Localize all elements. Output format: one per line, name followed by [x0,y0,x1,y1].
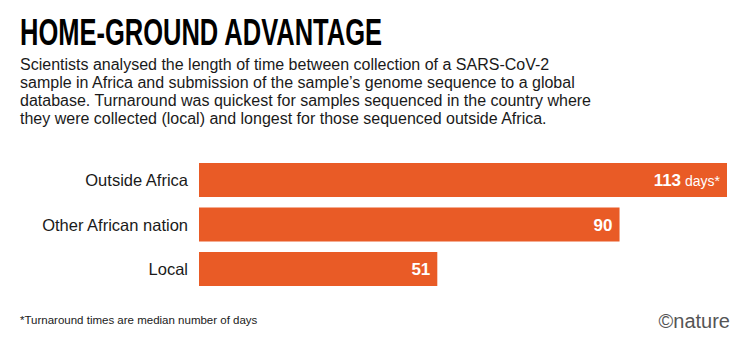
footnote: *Turnaround times are median number of d… [20,314,258,326]
credit: ©nature [659,310,730,332]
bar [199,163,727,197]
bars [199,163,727,286]
subtitle-line: sample in Africa and submission of the s… [20,74,575,91]
chart: HOME-GROUND ADVANTAGE Scientists analysed… [0,0,750,343]
subtitle-line: database. Turnaround was quickest for sa… [20,92,591,109]
data-label: 113 days* [654,171,721,190]
bar [199,252,437,286]
labels: Outside Africa 113 days* Other African nat… [42,171,720,279]
subtitle-line: they were collected (local) and longest … [20,110,547,127]
data-label: 90 [594,216,613,235]
category-label: Local [149,260,188,278]
title: HOME-GROUND ADVANTAGE [20,12,382,53]
subtitle-line: Scientists analysed the length of time b… [20,56,549,73]
category-label: Other African nation [42,216,188,234]
bar [199,208,620,242]
data-label: 51 [411,260,430,279]
category-label: Outside Africa [85,171,189,189]
